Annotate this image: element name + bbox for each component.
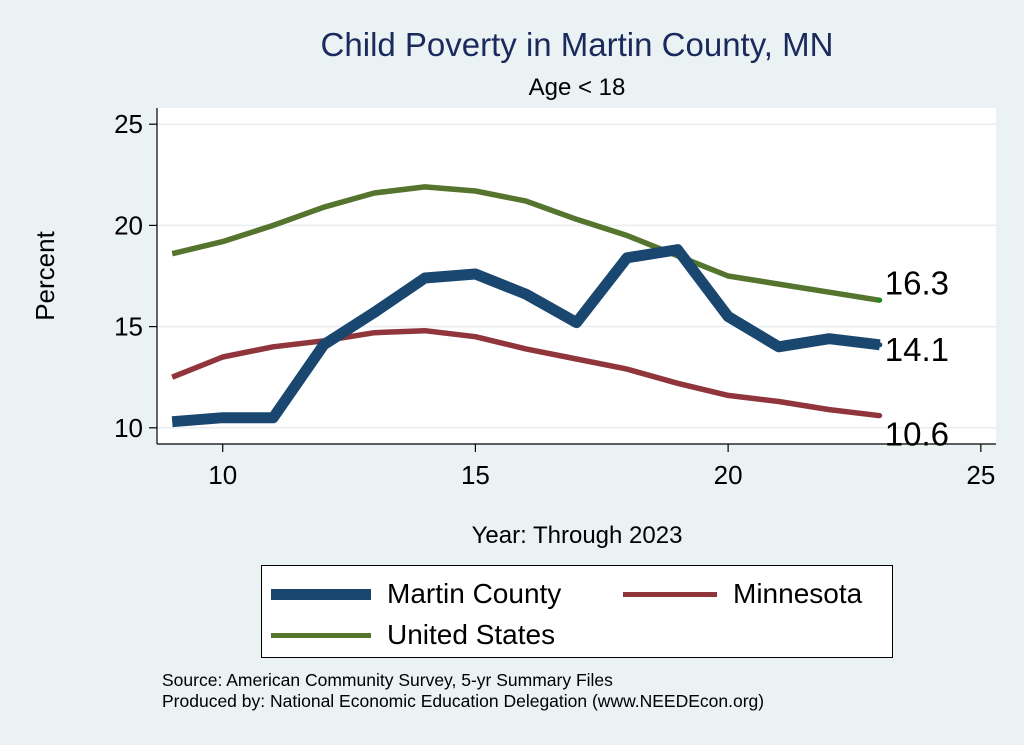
plot-area [157,108,996,444]
y-axis-label: Percent [30,230,60,320]
legend: Martin County Minnesota United States [261,565,893,658]
legend-swatch-martin-county [271,588,371,600]
legend-swatch-minnesota [623,591,717,597]
end-label-united-states: 16.3 [885,264,949,301]
legend-label-united-states: United States [387,619,556,650]
y-tick-label-20: 20 [114,210,143,240]
y-tick-label-25: 25 [114,109,143,139]
x-tick-label-20: 20 [714,460,743,490]
x-axis-label: Year: Through 2023 [472,522,683,549]
series-endpoint-martin-county [877,342,883,348]
chart-title: Child Poverty in Martin County, MN [320,26,834,63]
legend-label-martin-county: Martin County [387,578,562,609]
legend-swatch-united-states [271,632,371,638]
legend-item-martin-county: Martin County [271,578,561,610]
series-endpoint-minnesota [877,413,883,419]
y-tick-label-10: 10 [114,413,143,443]
source-notes: Source: American Community Survey, 5-yr … [162,670,764,712]
x-tick-label-15: 15 [461,460,490,490]
series-line-minnesota [171,327,881,419]
gridlines [157,123,996,429]
produced-by-line: Produced by: National Economic Education… [162,691,765,711]
chart-subtitle: Age < 18 [528,74,626,101]
end-labels: 14.1 10.6 16.3 [885,264,949,452]
series-endpoint-united-states [877,297,883,303]
source-line: Source: American Community Survey, 5-yr … [162,670,613,690]
series-lines [171,184,883,428]
x-tick-label-25: 25 [966,460,995,490]
y-tick-label-15: 15 [114,312,143,342]
series-line-martin-county [171,244,881,428]
legend-item-minnesota: Minnesota [623,578,862,610]
end-label-martin-county: 14.1 [885,331,949,368]
x-tick-label-10: 10 [208,460,237,490]
legend-label-minnesota: Minnesota [733,578,863,609]
series-line-united-states [171,184,881,304]
end-label-minnesota: 10.6 [885,416,949,453]
legend-item-united-states: United States [271,619,555,651]
axes: 10 15 20 25 10 15 20 25 [114,108,996,490]
